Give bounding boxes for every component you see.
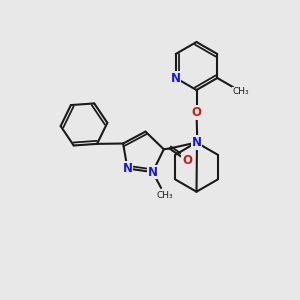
Text: CH₃: CH₃ xyxy=(157,190,173,200)
Text: N: N xyxy=(122,162,133,175)
Text: N: N xyxy=(191,136,202,149)
Text: N: N xyxy=(171,71,181,85)
Text: O: O xyxy=(191,106,202,119)
Text: O: O xyxy=(182,154,192,167)
Text: CH₃: CH₃ xyxy=(232,87,249,96)
Text: N: N xyxy=(148,166,158,178)
